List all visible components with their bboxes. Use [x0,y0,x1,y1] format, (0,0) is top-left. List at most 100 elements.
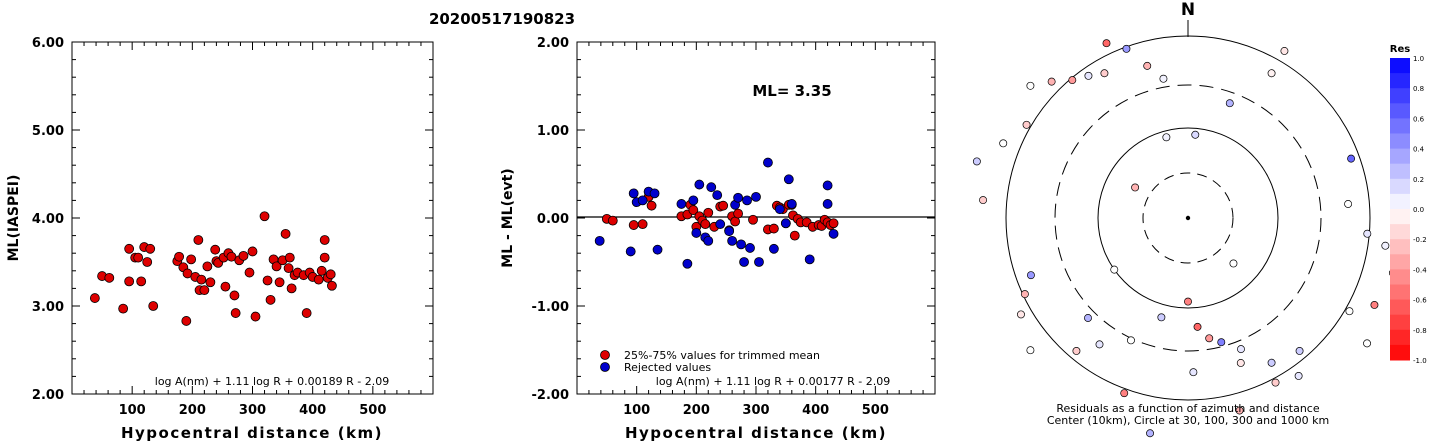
panel1-frame [71,41,434,395]
residual-point [1110,265,1119,274]
data-point [283,263,294,274]
residual-point [1363,229,1372,238]
residual-point [1084,71,1093,80]
data-point [625,246,636,257]
colorbar-cell [1390,193,1410,210]
data-point [649,188,660,199]
colorbar-tick-label: 1.0 [1413,55,1424,63]
y-tick-label: 4.00 [32,212,64,227]
data-point [789,230,800,241]
data-point [271,261,282,272]
legend-trimmed-marker [600,350,610,360]
panel2-ylabel: ML - ML(evt) [500,168,516,267]
residual-point [1120,389,1129,398]
residual-point [1344,200,1353,208]
x-tick-label: 500 [862,403,889,418]
panel-polar-residuals: N Residuals as a function of azimuth and… [972,0,1408,438]
data-point [280,228,291,239]
residual-point [1267,358,1276,367]
colorbar-tick-label: -0.4 [1413,266,1427,274]
data-point [142,257,153,267]
residual-point [1026,81,1035,90]
data-point [594,235,605,246]
residual-point [1237,345,1245,354]
colorbar-cell [1390,133,1410,150]
data-point [607,215,618,226]
residual-point [1235,406,1244,415]
y-tick-label: 2.00 [537,36,569,51]
x-tick-label: 400 [802,403,829,418]
residual-point [1236,359,1245,367]
x-tick-label: 100 [119,403,146,418]
data-point [822,199,833,209]
data-point [751,191,761,202]
data-point [286,283,297,294]
colorbar-cell [1390,254,1410,270]
data-point [828,228,839,239]
north-label: N [1181,0,1195,20]
data-point [822,180,833,191]
data-point [637,195,648,206]
data-point [748,214,758,225]
data-point [284,252,295,263]
data-point [703,235,714,246]
data-point [301,308,312,318]
residual-point [1068,76,1077,85]
colorbar-cell [1390,103,1410,119]
data-point [628,188,639,199]
x-tick-label: 100 [623,403,650,418]
data-point [676,199,687,209]
panel2-annotation: ML= 3.35 [752,82,831,100]
data-point [774,204,785,215]
colorbar-tick-label: 0.8 [1413,85,1424,93]
ring-30km [1142,172,1234,264]
colorbar: Res 1.0 0.8 0.6 0.4 0.2 0.0 -0.2 -0.4 -0.6 -0.8 -1… [1390,44,1427,365]
data-point [682,258,693,269]
panel1-ticks [72,42,433,394]
residual-point [1225,99,1234,108]
data-point [118,303,129,314]
residual-point [1381,241,1390,250]
y-tick-label: 0.00 [537,212,569,227]
residual-point [1345,307,1354,316]
residual-point [1026,346,1035,355]
legend-rejected-marker [600,362,610,372]
data-point [230,308,241,318]
residual-point [1229,259,1238,268]
colorbar-cell [1390,58,1410,74]
residual-point [1022,120,1031,129]
colorbar-cell [1390,299,1410,316]
data-point [220,281,231,292]
data-point [104,272,115,283]
residual-point [1072,347,1081,355]
colorbar-cell [1390,118,1410,134]
residual-point [1294,372,1303,380]
panel1-ylabel: ML(IASPEI) [6,175,22,262]
residual-point [1131,183,1140,192]
x-tick-label: 500 [359,403,386,418]
data-point [688,205,699,215]
data-point [124,276,135,287]
colorbar-tick-label: 0.2 [1413,176,1424,184]
colorbar-cell [1390,178,1410,195]
residual-point [1189,368,1198,377]
data-point [193,235,204,245]
colorbar-tick-label: 0.0 [1413,206,1424,214]
residual-point [979,196,988,205]
data-point [196,274,207,285]
residual-point [1100,69,1109,78]
x-tick-label: 200 [683,403,710,418]
panel1-xlabel: Hypocentral distance (km) [121,424,383,441]
center-dot [1185,215,1191,221]
panel1-x-tick-labels: 100 200 300 400 500 [119,403,387,418]
data-point [229,290,240,301]
colorbar-cell [1390,88,1410,104]
data-point [202,261,213,272]
colorbar-tick-label: -0.6 [1413,297,1427,305]
residual-point [999,139,1008,148]
panel1-points [89,211,337,326]
y-tick-label: 3.00 [32,300,64,315]
data-point [210,244,221,255]
polar-points [972,39,1408,438]
data-point [691,228,702,238]
